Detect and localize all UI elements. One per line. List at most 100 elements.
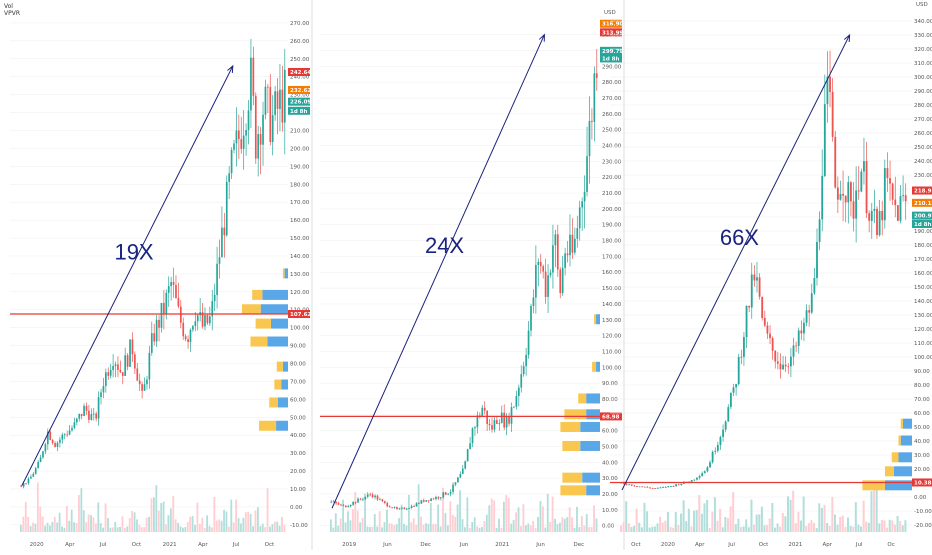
candle-body	[427, 500, 430, 502]
volume-bar	[773, 527, 776, 532]
volume-profile-down	[259, 420, 277, 431]
volume-bar	[109, 527, 112, 532]
candle-body	[235, 130, 238, 144]
volume-bar	[680, 513, 683, 532]
volume-bar	[160, 503, 163, 532]
candle-body	[716, 444, 719, 451]
currency-label: USD	[916, 2, 928, 8]
volume-bar	[220, 520, 223, 532]
candle-body	[192, 326, 194, 330]
candle-body	[357, 498, 359, 503]
candle-body	[271, 115, 274, 142]
volume-bar	[427, 523, 430, 532]
candle-body	[221, 227, 223, 258]
volume-bar	[625, 501, 628, 532]
volume-bar	[568, 507, 571, 532]
candle-body	[366, 494, 369, 497]
candle-body	[552, 245, 554, 273]
x-tick-label: Apr	[695, 542, 705, 548]
volume-bar	[640, 527, 643, 532]
volume-bar	[495, 527, 498, 532]
volume-bar	[126, 526, 129, 532]
volume-profile-up	[276, 420, 288, 431]
volume-profile-down	[862, 480, 885, 491]
y-tick-label: 270.00	[602, 96, 622, 102]
price-tag	[912, 198, 932, 207]
y-tick-label: 90.00	[602, 381, 618, 387]
volume-bar	[334, 513, 337, 532]
volume-bar	[444, 512, 447, 532]
y-tick-label: 70.00	[914, 397, 930, 403]
x-tick-label: Oct	[759, 542, 769, 548]
candle-body	[410, 506, 413, 509]
y-tick-label: 200.00	[602, 207, 622, 213]
volume-bar	[755, 514, 758, 532]
volume-bar	[648, 527, 651, 532]
price-tag-label: 1d 8h	[290, 109, 308, 115]
candle-body	[254, 95, 257, 159]
volume-bar	[395, 524, 398, 532]
volume-bar	[862, 500, 865, 532]
candle-body	[588, 120, 591, 157]
candle-body	[761, 296, 764, 318]
candle-body	[354, 502, 357, 503]
volume-bar	[356, 510, 359, 532]
candle-body	[537, 261, 540, 266]
candle-body	[498, 422, 501, 424]
volume-bar	[792, 490, 795, 532]
candle-body	[696, 477, 698, 480]
volume-bar	[813, 523, 816, 532]
volume-bar	[643, 502, 646, 532]
volume-bar	[136, 519, 138, 532]
candle-body	[138, 380, 141, 385]
volume-bar	[425, 523, 427, 532]
candle-body	[454, 482, 457, 485]
candle-body	[95, 413, 98, 419]
candle-body	[643, 486, 646, 488]
volume-bar	[573, 527, 576, 532]
candle-body	[556, 234, 559, 270]
volume-bar	[807, 523, 810, 532]
candle-body	[78, 413, 81, 419]
candle-body	[750, 274, 753, 308]
candle-body	[571, 234, 574, 253]
candle-body	[347, 506, 350, 508]
candle-body	[204, 315, 206, 327]
y-tick-label: 130.00	[290, 272, 310, 278]
candle-body	[440, 497, 442, 499]
candle-body	[496, 420, 498, 424]
volume-bar	[254, 510, 257, 532]
candle-body	[488, 423, 491, 426]
volume-bar	[41, 516, 44, 532]
volume-profile-down	[562, 472, 583, 483]
candle-body	[158, 319, 160, 328]
volume-bar	[685, 521, 688, 532]
volume-bar	[841, 515, 844, 532]
multiplier-label: 24X	[425, 233, 464, 258]
volume-bar	[398, 518, 401, 532]
volume-bar	[244, 512, 247, 532]
volume-profile-down	[562, 440, 581, 451]
y-tick-label: 230.00	[290, 93, 310, 99]
y-tick-label: 160.00	[290, 218, 310, 224]
candle-body	[121, 372, 124, 376]
volume-bar	[750, 499, 753, 532]
volume-bar	[706, 499, 709, 532]
candle-body	[554, 234, 557, 246]
volume-bar	[364, 493, 366, 532]
candle-body	[714, 450, 717, 452]
y-tick-label: 60.00	[914, 411, 930, 417]
volume-bar	[403, 523, 405, 532]
candle-body	[216, 263, 218, 295]
candle-body	[435, 496, 437, 500]
volume-bar	[524, 525, 527, 532]
y-tick-label: 130.00	[914, 313, 932, 319]
volume-bar	[537, 517, 539, 532]
volume-bar	[500, 527, 503, 532]
candle-body	[97, 397, 100, 419]
volume-bar	[446, 525, 449, 532]
x-tick-label: Jul	[99, 542, 107, 548]
candle-body	[857, 190, 860, 192]
volume-bar	[276, 521, 279, 532]
